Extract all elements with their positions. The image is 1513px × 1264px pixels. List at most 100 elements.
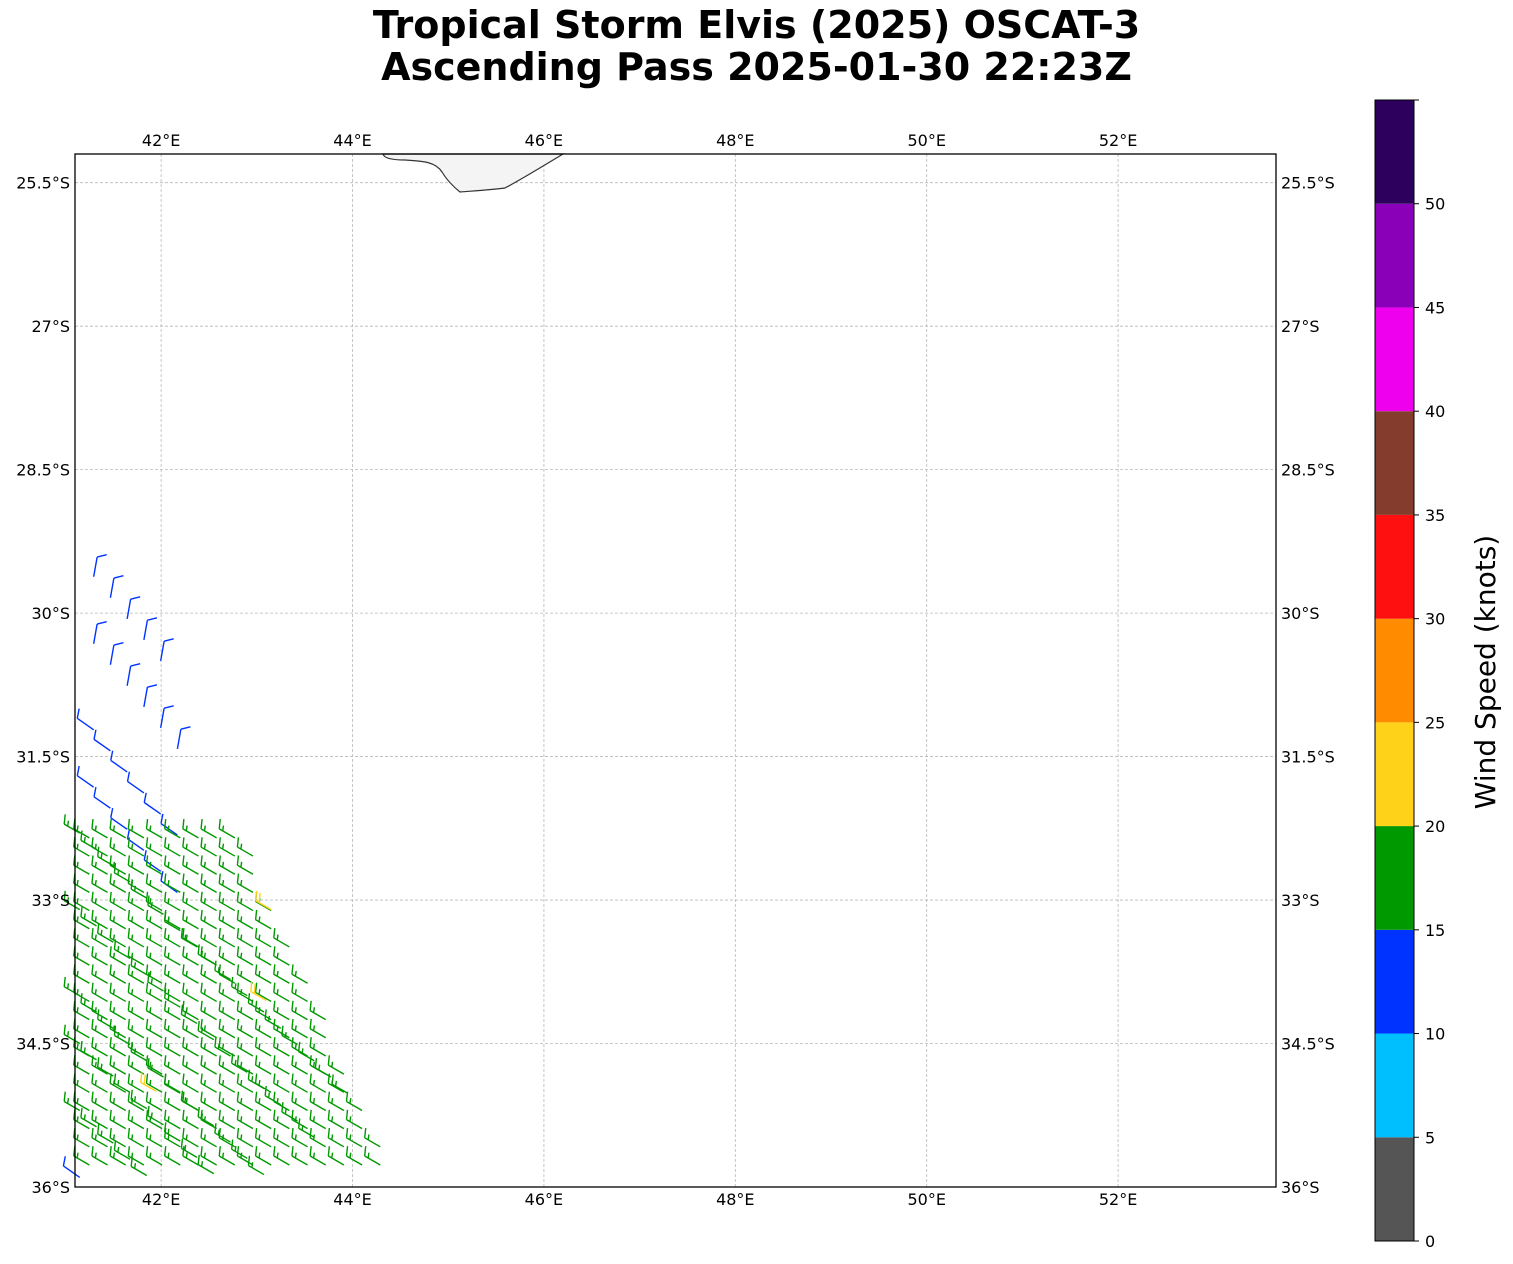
wind-barbs xyxy=(62,554,381,1179)
wind-barb xyxy=(91,982,108,1003)
wind-barb xyxy=(327,1091,345,1112)
wind-barb xyxy=(109,1127,127,1148)
wind-barb xyxy=(309,1000,327,1021)
wind-barb xyxy=(291,964,308,984)
wind-barb xyxy=(91,891,108,912)
wind-barb xyxy=(159,705,174,729)
lat-tick-right: 28.5°S xyxy=(1281,461,1335,480)
wind-barb xyxy=(236,1091,254,1112)
wind-barb xyxy=(110,750,128,773)
wind-barb xyxy=(200,891,217,912)
wind-barb xyxy=(291,1146,308,1166)
colorbar-bin xyxy=(1375,1033,1414,1138)
wind-barb xyxy=(345,1109,363,1130)
wind-barb xyxy=(309,1127,327,1148)
wind-barb xyxy=(163,891,181,912)
wind-barb xyxy=(327,1127,345,1148)
wind-barb xyxy=(163,982,181,1003)
wind-barb xyxy=(63,976,81,997)
wind-barb xyxy=(163,1146,181,1166)
wind-barb xyxy=(200,946,217,966)
wind-barb xyxy=(291,1073,308,1093)
wind-barb xyxy=(254,890,272,911)
wind-barb xyxy=(200,855,217,875)
wind-barb xyxy=(91,909,108,930)
wind-barb xyxy=(143,617,158,641)
wind-barb xyxy=(291,1000,308,1021)
wind-barb xyxy=(163,928,181,948)
wind-barb xyxy=(163,855,181,875)
wind-barb xyxy=(145,1055,163,1075)
wind-barb xyxy=(109,982,127,1003)
wind-barb xyxy=(291,1018,308,1039)
lon-tick-bottom: 48°E xyxy=(716,1190,754,1209)
wind-barb xyxy=(109,1037,127,1057)
wind-barb xyxy=(182,1037,199,1057)
wind-barb xyxy=(200,819,217,839)
lon-tick-top: 42°E xyxy=(142,131,180,150)
wind-barb xyxy=(62,1156,81,1179)
lon-tick-top: 44°E xyxy=(333,131,371,150)
wind-barb xyxy=(91,964,108,984)
lat-tick-right: 33°S xyxy=(1281,891,1320,910)
wind-barb xyxy=(254,1146,272,1166)
wind-barb xyxy=(363,1146,381,1166)
wind-barb xyxy=(182,1055,199,1075)
wind-barb xyxy=(182,1000,199,1021)
colorbar: 0 5 10 15 20 25 30 35 40 45 50 xyxy=(1374,99,1445,1251)
wind-barb xyxy=(163,964,181,984)
wind-barb xyxy=(143,684,158,707)
wind-barb xyxy=(145,873,163,894)
colorbar-bin xyxy=(1375,514,1414,619)
wind-barb xyxy=(309,1018,327,1039)
wind-barb xyxy=(182,819,199,839)
wind-barb xyxy=(163,909,181,930)
axis-ticks: 42°E 42°E 44°E 44°E 46°E 46°E 48°E 48°E 50°E 50°E… xyxy=(16,131,1335,1209)
wind-barb xyxy=(109,964,127,984)
wind-barb xyxy=(200,1091,217,1112)
wind-barb xyxy=(91,1055,108,1075)
wind-barb xyxy=(126,771,145,794)
wind-barb xyxy=(143,792,162,815)
lat-tick-left: 33°S xyxy=(31,891,70,910)
wind-barb xyxy=(92,620,107,644)
wind-barb xyxy=(200,1018,217,1039)
wind-barb xyxy=(109,1109,127,1130)
wind-barb xyxy=(145,855,163,875)
wind-barb xyxy=(218,855,236,875)
wind-barb xyxy=(145,891,163,912)
wind-barb xyxy=(273,1127,290,1148)
wind-barb xyxy=(63,890,81,911)
wind-barb xyxy=(63,1024,81,1045)
wind-barb xyxy=(163,837,181,857)
lat-tick-left: 31.5°S xyxy=(16,748,70,767)
wind-barb xyxy=(236,982,254,1003)
lat-tick-left: 28.5°S xyxy=(16,461,70,480)
wind-barb xyxy=(182,946,199,966)
wind-barb xyxy=(200,1146,217,1166)
land-madagascar xyxy=(382,153,566,193)
colorbar-bin xyxy=(1375,1137,1414,1241)
wind-barb xyxy=(218,964,236,984)
wind-barb xyxy=(273,1073,290,1093)
wind-barb xyxy=(93,786,111,809)
lon-tick-bottom: 44°E xyxy=(333,1190,371,1209)
wind-barb xyxy=(163,819,181,839)
wind-barb xyxy=(236,891,254,912)
wind-barb xyxy=(145,946,163,966)
wind-barb xyxy=(273,982,290,1003)
wind-barb xyxy=(250,981,267,1002)
wind-barb xyxy=(200,964,217,984)
wind-barb xyxy=(127,1146,145,1166)
wind-barb xyxy=(254,1037,272,1057)
colorbar-tick-label: 5 xyxy=(1425,1128,1435,1147)
wind-barb xyxy=(73,837,90,857)
lon-tick-top: 52°E xyxy=(1099,131,1137,150)
wind-barb xyxy=(127,1018,145,1039)
wind-barb xyxy=(309,1055,327,1075)
wind-barb xyxy=(236,1146,254,1166)
wind-barb xyxy=(236,1073,254,1093)
wind-barb xyxy=(254,1073,272,1093)
wind-barb xyxy=(109,1073,127,1093)
wind-barb xyxy=(73,873,90,894)
